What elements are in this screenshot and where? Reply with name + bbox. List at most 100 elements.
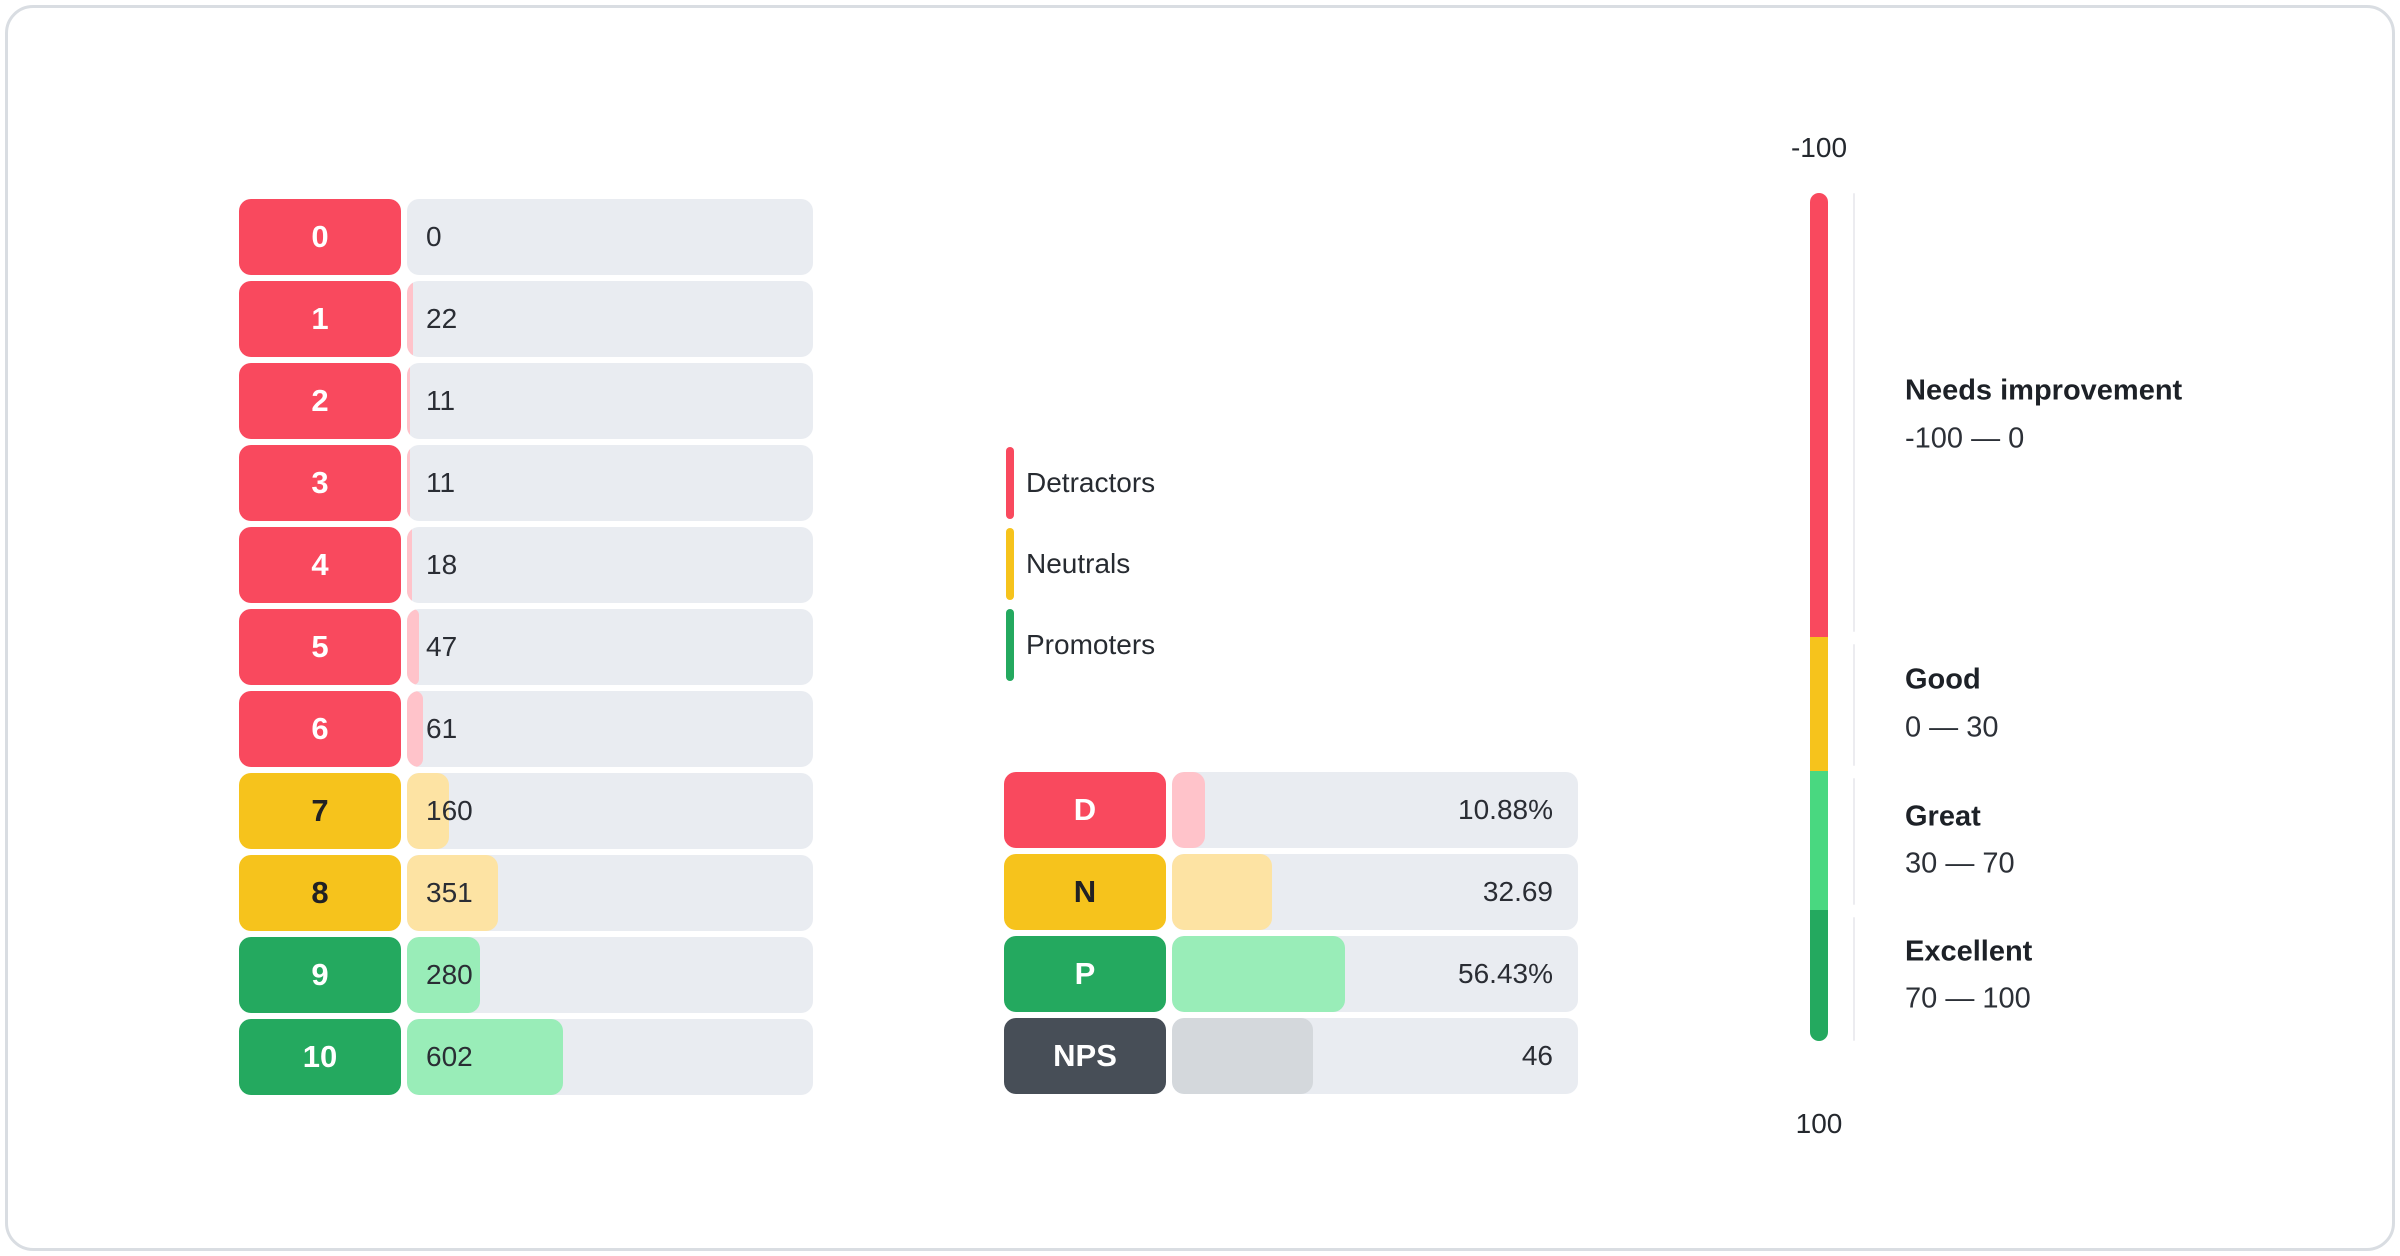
row-track: 46 [1172,1018,1578,1094]
gauge-segment [1810,771,1828,911]
row-track: 160 [407,773,813,849]
legend-label: Detractors [1026,467,1156,498]
legend-swatch [1006,528,1014,600]
row-pill-label: 9 [311,957,329,992]
gauge-range-title: Good [1905,664,1981,696]
row-pill-label: 3 [311,465,329,500]
row-pill-label: 2 [311,383,329,418]
summary-bars: D 10.88% N 32.69 P 56.43% NPS 46 [1004,772,1578,1100]
row-pill: NPS [1004,1018,1166,1094]
bar-row: 10 602 [239,1019,813,1095]
gauge-range-label: Great 30 — 70 [1905,801,2015,882]
gauge-range-label: Excellent 70 — 100 [1905,935,2032,1016]
bar-row: 2 11 [239,363,813,439]
row-fill [1172,1018,1313,1094]
gauge-bar [1810,193,1828,1041]
legend-item: Promoters [1006,609,1155,681]
gauge-range-values: 70 — 100 [1905,982,2031,1015]
row-fill [407,937,480,1013]
row-pill: 1 [239,281,401,357]
row-track: 602 [407,1019,813,1095]
row-pill: 6 [239,691,401,767]
row-fill [407,527,412,603]
gauge-segment [1810,910,1828,1041]
row-pill-label: D [1073,792,1097,827]
row-value: 22 [426,303,458,334]
gauge-range-label: Good 0 — 30 [1905,664,1999,745]
bar-row: D 10.88% [1004,772,1578,848]
row-pill-label: 0 [311,219,329,254]
gauge-labels: Needs improvement -100 — 0 Good 0 — 30 Great… [1905,193,2345,1041]
gauge-tick-segment [1853,644,1855,767]
bar-row: 1 22 [239,281,813,357]
bar-row: 6 61 [239,691,813,767]
bar-row: 0 0 [239,199,813,275]
gauge-segment [1810,637,1828,772]
legend-label: Promoters [1026,629,1156,660]
row-track: 56.43% [1172,936,1578,1012]
row-pill-label: 4 [311,547,329,582]
row-track: 11 [407,445,813,521]
row-fill [407,363,410,439]
row-value: 280 [426,959,473,990]
row-fill [407,855,499,931]
gauge-max-label: -100 [1790,132,1848,163]
row-pill-label: NPS [1053,1038,1117,1073]
gauge-range-title: Excellent [1905,935,2033,968]
row-track: 22 [407,281,813,357]
row-value: 11 [426,385,456,416]
row-pill-label: 8 [311,875,329,910]
row-pill: 2 [239,363,401,439]
legend-swatch [1006,609,1014,681]
row-pill-label: 10 [302,1039,338,1074]
row-pill-label: 6 [311,711,329,746]
gauge-min-label: 100 [1795,1108,1843,1139]
row-pill: 3 [239,445,401,521]
row-track: 10.88% [1172,772,1578,848]
row-pill: N [1004,854,1166,930]
row-pill-label: 1 [311,301,329,336]
bar-row: NPS 46 [1004,1018,1578,1094]
row-value: 56.43% [1458,958,1553,989]
gauge-range-values: 30 — 70 [1905,847,2015,880]
row-value: 61 [426,713,458,744]
row-pill: D [1004,772,1166,848]
row-value: 18 [426,549,458,580]
gauge-range-title: Needs improvement [1905,374,2183,407]
row-track: 280 [407,937,813,1013]
row-value: 351 [426,877,473,908]
row-fill [407,609,420,685]
gauge-tick-segment [1853,917,1855,1041]
row-fill [407,773,449,849]
row-track: 11 [407,363,813,439]
row-value: 602 [426,1041,473,1072]
row-pill: 9 [239,937,401,1013]
row-pill: P [1004,936,1166,1012]
row-fill [407,445,410,521]
bar-row: 4 18 [239,527,813,603]
bar-row: 9 280 [239,937,813,1013]
bar-row: P 56.43% [1004,936,1578,1012]
bar-row: 3 11 [239,445,813,521]
gauge-range-values: -100 — 0 [1905,422,2025,455]
row-fill [407,1019,564,1095]
row-value: 32.69 [1482,876,1553,907]
row-pill: 4 [239,527,401,603]
gauge-range-label: Needs improvement -100 — 0 [1905,375,2182,456]
row-value: 46 [1521,1040,1553,1071]
row-pill: 8 [239,855,401,931]
bar-row: 5 47 [239,609,813,685]
row-track: 32.69 [1172,854,1578,930]
row-value: 160 [426,795,473,826]
gauge-segment [1810,193,1828,638]
score-distribution: 0 0 1 22 2 11 3 11 4 [239,199,813,1101]
row-fill [1172,772,1206,848]
row-pill: 5 [239,609,401,685]
row-pill-label: 7 [311,793,329,828]
legend-label: Neutrals [1026,548,1131,579]
row-track: 18 [407,527,813,603]
row-pill: 7 [239,773,401,849]
row-value: 10.88% [1458,794,1553,825]
gauge-tick-segment [1853,778,1855,906]
row-pill-label: P [1074,956,1096,991]
